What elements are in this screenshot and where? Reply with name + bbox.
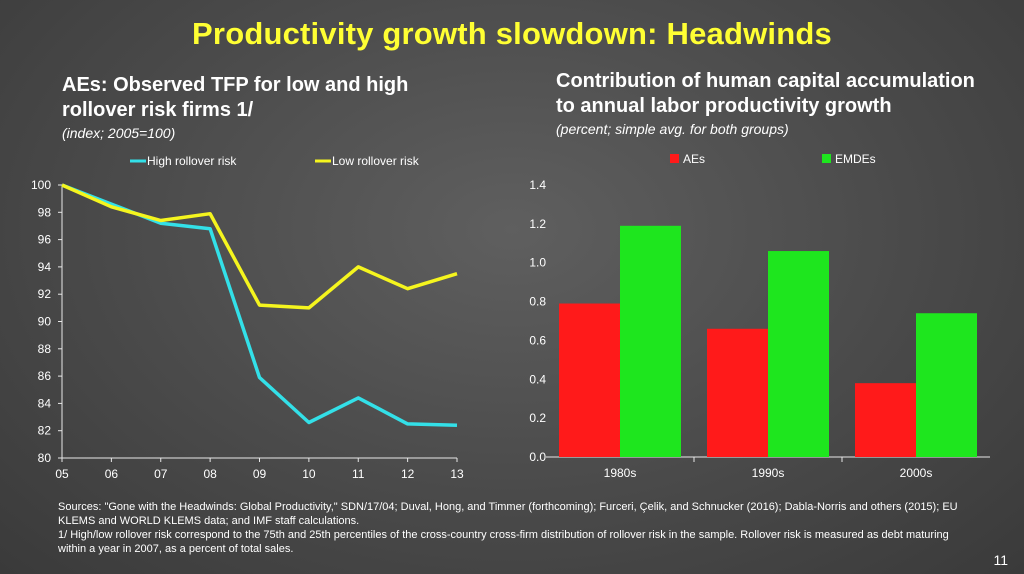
left-y-tick-label: 94	[38, 260, 52, 274]
left-y-tick-label: 84	[38, 396, 52, 410]
bar-aes-1980s	[559, 303, 620, 457]
right-y-tick-label: 1.2	[529, 217, 546, 231]
legend-label: AEs	[683, 152, 705, 166]
left-y-tick-label: 90	[38, 315, 52, 329]
note-line2: within a year in 2007, as a percent of t…	[58, 543, 294, 555]
left-y-tick-label: 82	[38, 424, 52, 438]
bar-emdes-1980s	[620, 225, 681, 457]
left-chart-subtitle: (index; 2005=100)	[62, 125, 176, 141]
left-y-tick-label: 92	[38, 287, 52, 301]
left-y-tick-label: 96	[38, 233, 52, 247]
bar-aes-1990s	[707, 328, 768, 457]
left-chart-title-line1: AEs: Observed TFP for low and high	[62, 74, 409, 96]
sources-line1: Sources: "Gone with the Headwinds: Globa…	[58, 501, 958, 513]
left-y-tick-label: 86	[38, 369, 52, 383]
left-x-tick-label: 06	[105, 467, 119, 481]
left-y-tick-label: 98	[38, 205, 52, 219]
left-chart-title-line2: rollover risk firms 1/	[62, 99, 254, 121]
slide-title: Productivity growth slowdown: Headwinds	[192, 16, 832, 51]
left-x-tick-label: 11	[352, 467, 365, 481]
note-line1: 1/ High/low rollover risk correspond to …	[58, 529, 949, 541]
right-chart-title-line2: to annual labor productivity growth	[556, 95, 892, 117]
right-y-tick-label: 0.2	[529, 411, 546, 425]
left-x-tick-label: 13	[450, 467, 464, 481]
legend-label: High rollover risk	[147, 154, 237, 168]
right-y-tick-label: 0.0	[529, 450, 546, 464]
left-x-tick-label: 10	[302, 467, 316, 481]
footnotes: Sources: "Gone with the Headwinds: Globa…	[58, 500, 998, 556]
legend-swatch	[670, 154, 679, 163]
bar-aes-2000s	[855, 383, 916, 457]
sources-line2: KLEMS and WORLD KLEMS data; and IMF staf…	[58, 515, 360, 527]
right-y-tick-label: 1.4	[529, 178, 546, 192]
left-chart-title: AEs: Observed TFP for low and high rollo…	[62, 73, 408, 123]
right-y-tick-label: 0.4	[529, 372, 546, 386]
right-x-tick-label: 1990s	[752, 466, 785, 480]
series-line-low-rollover-risk	[61, 183, 458, 310]
left-x-tick-label: 09	[253, 467, 267, 481]
right-y-tick-label: 0.8	[529, 295, 546, 309]
left-y-tick-label: 100	[31, 178, 51, 192]
left-x-tick-label: 12	[401, 467, 415, 481]
left-x-tick-label: 07	[154, 467, 168, 481]
left-y-tick-label: 88	[38, 342, 52, 356]
left-y-tick-label: 80	[38, 451, 52, 465]
left-x-tick-label: 05	[55, 467, 69, 481]
right-y-tick-label: 1.0	[529, 256, 546, 270]
left-x-tick-label: 08	[203, 467, 217, 481]
right-chart-title: Contribution of human capital accumulati…	[556, 69, 975, 119]
right-y-tick-label: 0.6	[529, 333, 546, 347]
legend-swatch	[822, 154, 831, 163]
legend-label: EMDEs	[835, 152, 876, 166]
right-x-tick-label: 1980s	[604, 466, 637, 480]
right-chart-subtitle: (percent; simple avg. for both groups)	[556, 121, 789, 137]
right-chart-title-line1: Contribution of human capital accumulati…	[556, 70, 975, 92]
bar-emdes-1990s	[768, 251, 829, 457]
right-x-tick-label: 2000s	[900, 466, 933, 480]
legend-label: Low rollover risk	[332, 154, 420, 168]
page-number: 11	[993, 552, 1008, 568]
bar-emdes-2000s	[916, 313, 977, 457]
